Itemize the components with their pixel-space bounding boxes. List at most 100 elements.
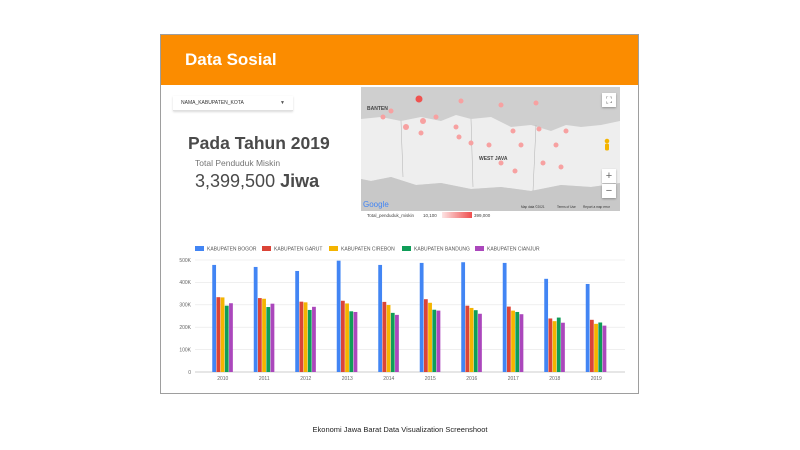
map-marker [380, 114, 386, 120]
x-tick-label: 2019 [591, 376, 602, 382]
bar [432, 309, 437, 372]
bar [436, 310, 441, 372]
dropdown-label: NAMA_KABUPATEN_KOTA [181, 100, 244, 106]
bar [585, 283, 590, 372]
map-label-banten: BANTEN [367, 106, 388, 112]
map-marker [498, 160, 504, 166]
bar [299, 301, 304, 372]
map-marker [510, 128, 516, 134]
bar [589, 319, 594, 372]
bar [561, 322, 565, 372]
bar [519, 314, 524, 372]
map-attribution-terms: Terms of Use [557, 205, 576, 209]
map-legend-min: 10,100 [423, 213, 437, 218]
y-tick-label: 0 [188, 370, 191, 376]
google-logo: Google [363, 200, 389, 209]
poverty-map[interactable]: BANTEN WEST JAVA Google Map data ©2021 T… [361, 87, 620, 211]
bar [345, 303, 349, 372]
map-marker [512, 168, 518, 174]
page-title: Data Sosial [185, 50, 277, 69]
bar [312, 306, 316, 372]
map-attribution-report: Report a map error [583, 205, 611, 209]
bar [423, 299, 428, 372]
bar [390, 312, 395, 372]
legend-swatch [402, 246, 411, 251]
kpi-unit: Jiwa [280, 171, 320, 191]
legend-label: KABUPATEN CIANJUR [487, 247, 540, 253]
map-legend-gradient [442, 212, 472, 218]
bar [340, 300, 345, 372]
bar [220, 297, 225, 372]
map-north-sea [361, 87, 620, 131]
legend-swatch [262, 246, 271, 251]
map-marker [420, 118, 426, 124]
bar [270, 303, 275, 372]
y-tick-label: 500K [179, 258, 191, 264]
map-marker [498, 102, 504, 108]
dashboard-header: Data Sosial [161, 35, 638, 85]
kpi-subtitle: Total Penduduk Miskin [195, 158, 281, 168]
x-tick-label: 2015 [425, 376, 436, 382]
map-legend: Total_penduduk_miskin 10,100 399,000 [367, 211, 627, 221]
bar [515, 311, 520, 372]
bar [216, 297, 221, 372]
bar [307, 309, 312, 372]
bar [257, 298, 262, 372]
bar [598, 322, 603, 372]
bar [548, 318, 553, 372]
bar [336, 260, 341, 372]
map-legend-max: 399,000 [474, 213, 491, 218]
legend-swatch [195, 246, 204, 251]
y-tick-label: 400K [179, 280, 191, 286]
kabupaten-filter-dropdown[interactable]: NAMA_KABUPATEN_KOTA ▼ [173, 96, 293, 111]
chevron-down-icon: ▼ [280, 100, 285, 106]
poverty-bar-chart: 0 100K 200K 300K 400K 500K KABUPATEN BOGOR KABU… [165, 240, 635, 390]
bar [386, 305, 391, 372]
map-marker [403, 124, 409, 130]
legend-label: KABUPATEN CIREBON [341, 247, 395, 253]
x-tick-label: 2011 [259, 376, 270, 382]
bar [556, 317, 561, 372]
bar [295, 270, 300, 372]
map-marker [418, 130, 424, 136]
bar [212, 264, 217, 372]
pegman-icon[interactable] [602, 138, 616, 152]
y-tick-label: 100K [179, 347, 191, 353]
map-attribution-data: Map data ©2021 [521, 205, 545, 209]
x-tick-label: 2016 [466, 376, 477, 382]
bar [419, 262, 424, 372]
map-marker [458, 98, 464, 104]
zoom-out-button[interactable]: − [602, 184, 616, 198]
image-caption: Ekonomi Jawa Barat Data Visualization Sc… [312, 425, 488, 434]
bar [602, 325, 607, 372]
bar [552, 321, 557, 372]
map-marker [540, 160, 546, 166]
bar [224, 305, 229, 372]
bar-chart-svg: 0 100K 200K 300K 400K 500K KABUPATEN BOGOR KABU… [179, 246, 625, 382]
map-legend-title: Total_penduduk_miskin [367, 213, 415, 218]
bar [473, 310, 478, 372]
bar [253, 266, 258, 372]
fullscreen-icon[interactable]: ⛶ [602, 93, 616, 107]
x-tick-label: 2010 [217, 376, 228, 382]
bar [229, 303, 233, 372]
bar [478, 313, 482, 372]
bar [303, 302, 308, 372]
kpi-title: Pada Tahun 2019 [188, 133, 330, 153]
x-tick-label: 2012 [300, 376, 311, 382]
bar [262, 298, 266, 372]
dashboard-frame: Data Sosial NAMA_KABUPATEN_KOTA ▼ Pada T… [160, 34, 639, 394]
bar [506, 306, 511, 372]
zoom-in-button[interactable]: + [602, 169, 616, 183]
map-marker [456, 134, 462, 140]
bar [465, 305, 470, 372]
bar [544, 278, 549, 372]
bar [461, 262, 466, 372]
map-marker [415, 95, 423, 103]
x-tick-label: 2017 [508, 376, 519, 382]
kpi-value: 3,399,500 Jiwa [195, 171, 319, 192]
x-tick-label: 2013 [342, 376, 353, 382]
map-marker [453, 124, 459, 130]
legend-label: KABUPATEN BANDUNG [414, 247, 470, 253]
map-borders [400, 118, 537, 192]
